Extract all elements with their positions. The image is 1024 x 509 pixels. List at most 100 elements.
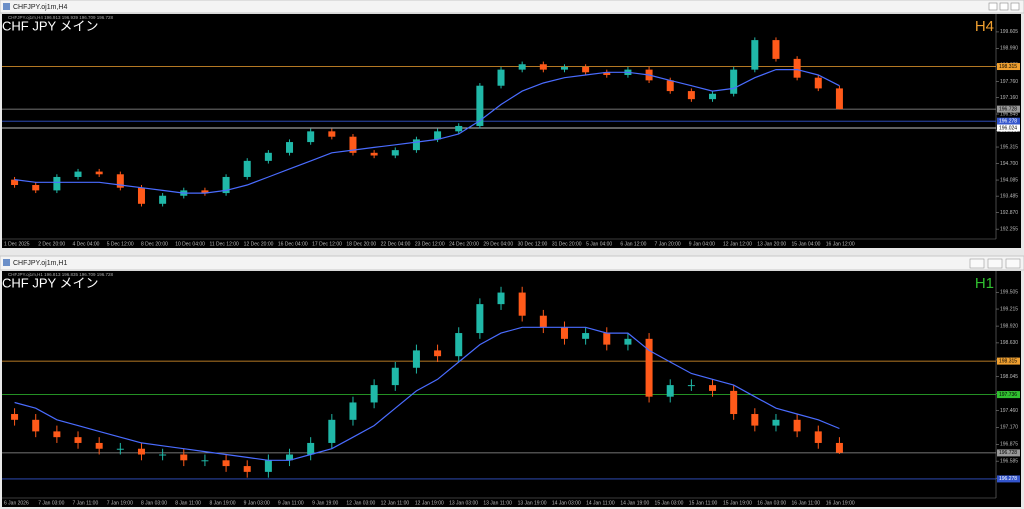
x-tick-label: 15 Jan 11:00 <box>689 500 718 506</box>
x-tick-label: 11 Dec 12:00 <box>209 241 239 247</box>
price-label-box <box>997 449 1020 457</box>
candle-body <box>434 350 442 357</box>
candle-body <box>349 136 357 153</box>
candle-body <box>328 419 336 443</box>
candle-body <box>751 414 759 426</box>
x-tick-label: 6 Jan 12:00 <box>620 241 646 247</box>
charts: 199.605198.990198.375197.760197.160196.5… <box>2 14 1020 506</box>
candle-body <box>772 40 780 59</box>
candle-body <box>349 402 357 420</box>
y-tick-label: 192.255 <box>1000 226 1018 232</box>
x-tick-label: 5 Jan 04:00 <box>586 241 612 247</box>
y-tick-label: 197.460 <box>1000 408 1018 414</box>
chart-area <box>2 14 1021 248</box>
candle-body <box>243 466 251 472</box>
x-tick-label: 14 Jan 19:00 <box>620 500 649 506</box>
candle-body <box>835 88 843 110</box>
symbol-label: CHF JPY メイン <box>2 275 99 290</box>
close-button[interactable] <box>1005 258 1021 269</box>
x-tick-label: 15 Jan 03:00 <box>655 500 684 506</box>
candle-body <box>74 171 82 177</box>
candle-body <box>603 72 611 75</box>
candle-body <box>264 152 272 161</box>
candle-body <box>476 85 484 126</box>
x-tick-label: 6 Jan 2026 <box>4 500 29 506</box>
candle-body <box>286 454 294 461</box>
x-tick-label: 12 Jan 11:00 <box>381 500 410 506</box>
candle-body <box>687 91 695 100</box>
price-label-box <box>997 117 1020 125</box>
x-tick-label: 8 Dec 20:00 <box>141 241 168 247</box>
candle-body <box>412 139 420 151</box>
candle-body <box>307 442 315 455</box>
candle-body <box>751 40 759 70</box>
y-tick-label: 196.875 <box>1000 442 1018 448</box>
x-tick-label: 2 Dec 20:00 <box>38 241 65 247</box>
x-tick-label: 9 Jan 04:00 <box>689 241 715 247</box>
price-label: 196.728 <box>999 450 1017 456</box>
x-tick-label: 7 Jan 19:00 <box>107 500 133 506</box>
candle-body <box>666 80 674 92</box>
candle-body <box>201 190 209 194</box>
window-title: CHFJPY.oj1m,H4 <box>13 4 67 11</box>
candle-body <box>539 315 547 328</box>
y-tick-label: 196.585 <box>1000 458 1018 464</box>
y-tick-label: 199.215 <box>1000 306 1018 312</box>
candle-body <box>243 160 251 177</box>
x-tick-label: 13 Jan 11:00 <box>483 500 512 506</box>
restore-button[interactable] <box>988 2 998 11</box>
minimize-button[interactable] <box>969 258 985 269</box>
x-tick-label: 9 Jan 03:00 <box>244 500 270 506</box>
candle-body <box>814 77 822 89</box>
x-tick-label: 12 Jan 03:00 <box>346 500 375 506</box>
y-tick-label: 198.045 <box>1000 374 1018 380</box>
y-tick-label: 197.760 <box>1000 79 1018 85</box>
x-tick-label: 9 Jan 19:00 <box>312 500 338 506</box>
candle-body <box>560 327 568 339</box>
window-title: CHFJPY.oj1m,H1 <box>13 260 67 267</box>
window-icon <box>3 3 10 10</box>
x-tick-label: 7 Jan 20:00 <box>655 241 681 247</box>
candle-body <box>772 419 780 426</box>
candle-body <box>391 150 399 156</box>
price-label-box <box>997 357 1020 365</box>
y-tick-label: 194.700 <box>1000 161 1018 167</box>
x-tick-label: 23 Dec 12:00 <box>415 241 445 247</box>
close-button[interactable] <box>1010 2 1020 11</box>
y-tick-label: 199.605 <box>1000 29 1018 35</box>
candle-body <box>709 93 717 100</box>
y-tick-label: 193.485 <box>1000 193 1018 199</box>
candle-body <box>624 338 632 345</box>
maximize-button[interactable] <box>999 2 1009 11</box>
x-tick-label: 12 Dec 20:00 <box>244 241 274 247</box>
x-tick-label: 5 Dec 12:00 <box>107 241 134 247</box>
candle-body <box>687 385 695 387</box>
price-label-box <box>997 63 1020 71</box>
x-tick-label: 12 Jan 12:00 <box>723 241 752 247</box>
x-tick-label: 8 Jan 03:00 <box>141 500 167 506</box>
candle-body <box>307 131 315 143</box>
candle-body <box>32 185 40 191</box>
x-tick-label: 16 Jan 12:00 <box>826 241 855 247</box>
candle-body <box>603 333 611 345</box>
candle-body <box>582 66 590 73</box>
candle-body <box>159 195 167 204</box>
x-tick-label: 15 Jan 04:00 <box>792 241 821 247</box>
candle-body <box>32 419 40 432</box>
x-tick-label: 13 Jan 19:00 <box>518 500 547 506</box>
candle-body <box>159 454 167 456</box>
maximize-button[interactable] <box>987 258 1003 269</box>
candle-body <box>74 437 82 443</box>
candle-body <box>53 176 61 191</box>
chart-area <box>2 271 1021 507</box>
candle-body <box>412 350 420 368</box>
price-label: 198.315 <box>999 64 1017 70</box>
candle-body <box>455 125 463 132</box>
x-tick-label: 22 Dec 04:00 <box>381 241 411 247</box>
candle-body <box>137 187 145 204</box>
y-tick-label: 198.920 <box>1000 323 1018 329</box>
x-tick-label: 24 Dec 20:00 <box>449 241 479 247</box>
x-tick-label: 7 Jan 11:00 <box>72 500 98 506</box>
moving-average <box>14 69 840 194</box>
